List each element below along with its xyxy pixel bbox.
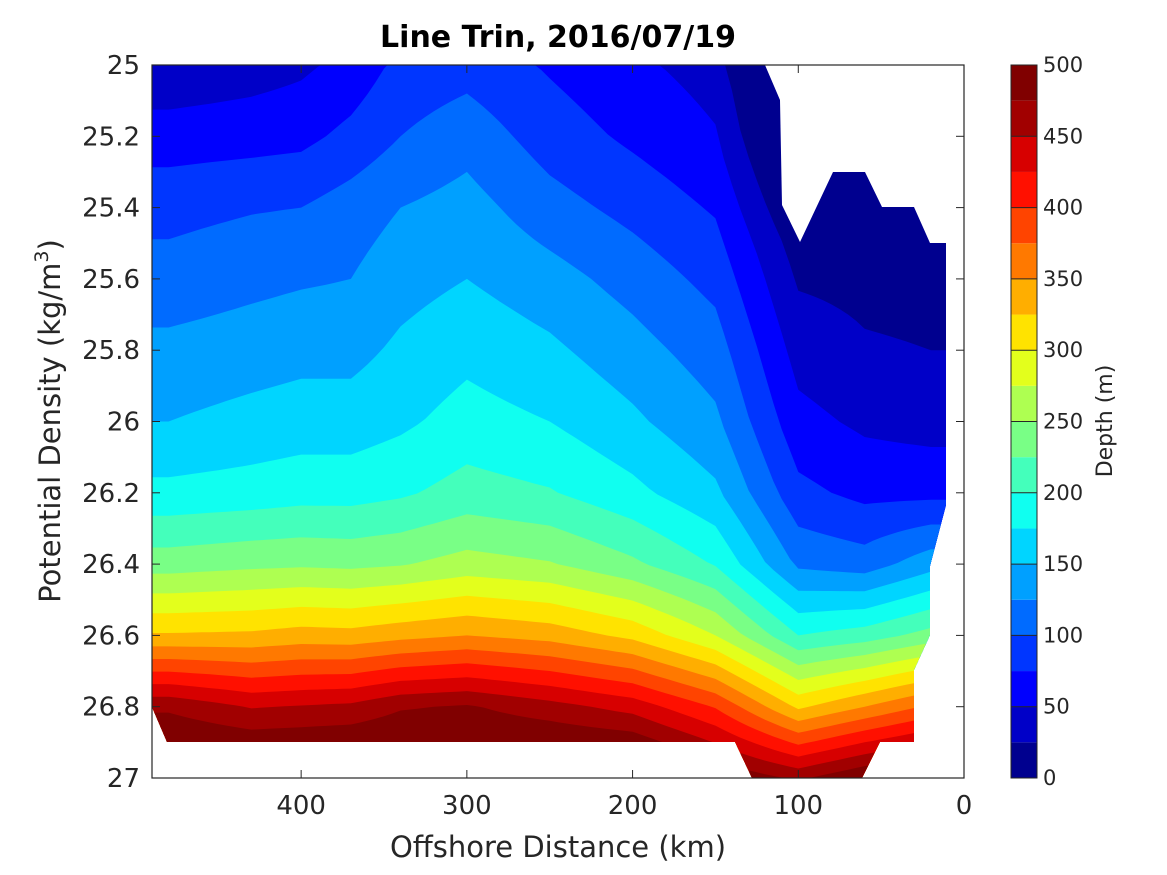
x-tick-label: 300 [442, 791, 492, 821]
y-tick-label: 26 [107, 408, 140, 438]
colorbar-tick-label: 250 [1043, 410, 1083, 434]
y-tick-label: 25.4 [82, 194, 140, 224]
y-axis-title: Potential Density (kg/m3) [31, 239, 67, 603]
colorbar-swatch-12 [1011, 314, 1037, 351]
colorbar-tick-label: 400 [1043, 196, 1083, 220]
y-tick-label: 25 [107, 51, 140, 81]
colorbar-swatch-1 [1011, 706, 1037, 743]
y-axis-ticks: 25 25.2 25.4 25.6 25.8 26 26.2 26.4 26.6 26.8 27 [82, 51, 964, 794]
y-tick-label: 25.8 [82, 336, 140, 366]
y-axis-title-superscript: 3 [31, 250, 53, 262]
colorbar-swatch-18 [1011, 100, 1037, 137]
colorbar-swatch-16 [1011, 171, 1037, 208]
colorbar-swatch-4 [1011, 599, 1037, 636]
colorbar-tick-label: 450 [1043, 124, 1083, 148]
colorbar-swatch-5 [1011, 564, 1037, 600]
colorbar-swatch-13 [1011, 278, 1037, 315]
colorbar-swatch-3 [1011, 635, 1037, 672]
y-tick-label: 27 [107, 764, 140, 794]
colorbar-tick-label: 50 [1043, 695, 1070, 719]
x-axis-title: Offshore Distance (km) [390, 830, 726, 864]
x-tick-label: 200 [608, 791, 658, 821]
y-axis-title-end: ) [33, 239, 67, 250]
colorbar-swatch-2 [1011, 671, 1037, 707]
colorbar-swatch-10 [1011, 385, 1037, 422]
colorbar-swatch-7 [1011, 492, 1037, 529]
y-tick-label: 26.4 [82, 550, 140, 580]
y-axis-title-main: Potential Density (kg/m [33, 263, 67, 603]
colorbar: 0 50 100 150 200 250 300 350 400 450 500 [1010, 53, 1083, 790]
colorbar-swatch-6 [1011, 528, 1037, 565]
colorbar-swatch-15 [1011, 207, 1037, 244]
x-axis-ticks: 400 300 200 100 0 [276, 65, 972, 821]
colorbar-tick-label: 0 [1043, 766, 1056, 790]
x-tick-label: 100 [773, 791, 823, 821]
y-tick-label: 25.2 [82, 122, 140, 152]
colorbar-swatch-17 [1011, 136, 1037, 172]
y-tick-label: 26.2 [82, 479, 140, 509]
colorbar-tick-label: 200 [1043, 481, 1083, 505]
colorbar-tick-label: 350 [1043, 267, 1083, 291]
chart-title: Line Trin, 2016/07/19 [380, 20, 736, 55]
y-tick-label: 26.8 [82, 693, 140, 723]
colorbar-tick-label: 150 [1043, 552, 1083, 576]
y-tick-label: 25.6 [82, 265, 140, 295]
x-tick-label: 0 [956, 791, 973, 821]
colorbar-swatch-14 [1011, 243, 1037, 279]
colorbar-tick-label: 300 [1043, 338, 1083, 362]
colorbar-tick-label: 500 [1043, 53, 1083, 77]
colorbar-swatch-11 [1011, 350, 1037, 386]
colorbar-swatch-19 [1011, 65, 1037, 101]
colorbar-swatch-8 [1011, 457, 1037, 493]
colorbar-swatch-9 [1011, 421, 1037, 458]
x-tick-label: 400 [276, 791, 326, 821]
colorbar-swatch-0 [1011, 742, 1037, 778]
colorbar-title: Depth (m) [1093, 365, 1118, 478]
y-tick-label: 26.6 [82, 621, 140, 651]
colorbar-tick-label: 100 [1043, 623, 1083, 647]
